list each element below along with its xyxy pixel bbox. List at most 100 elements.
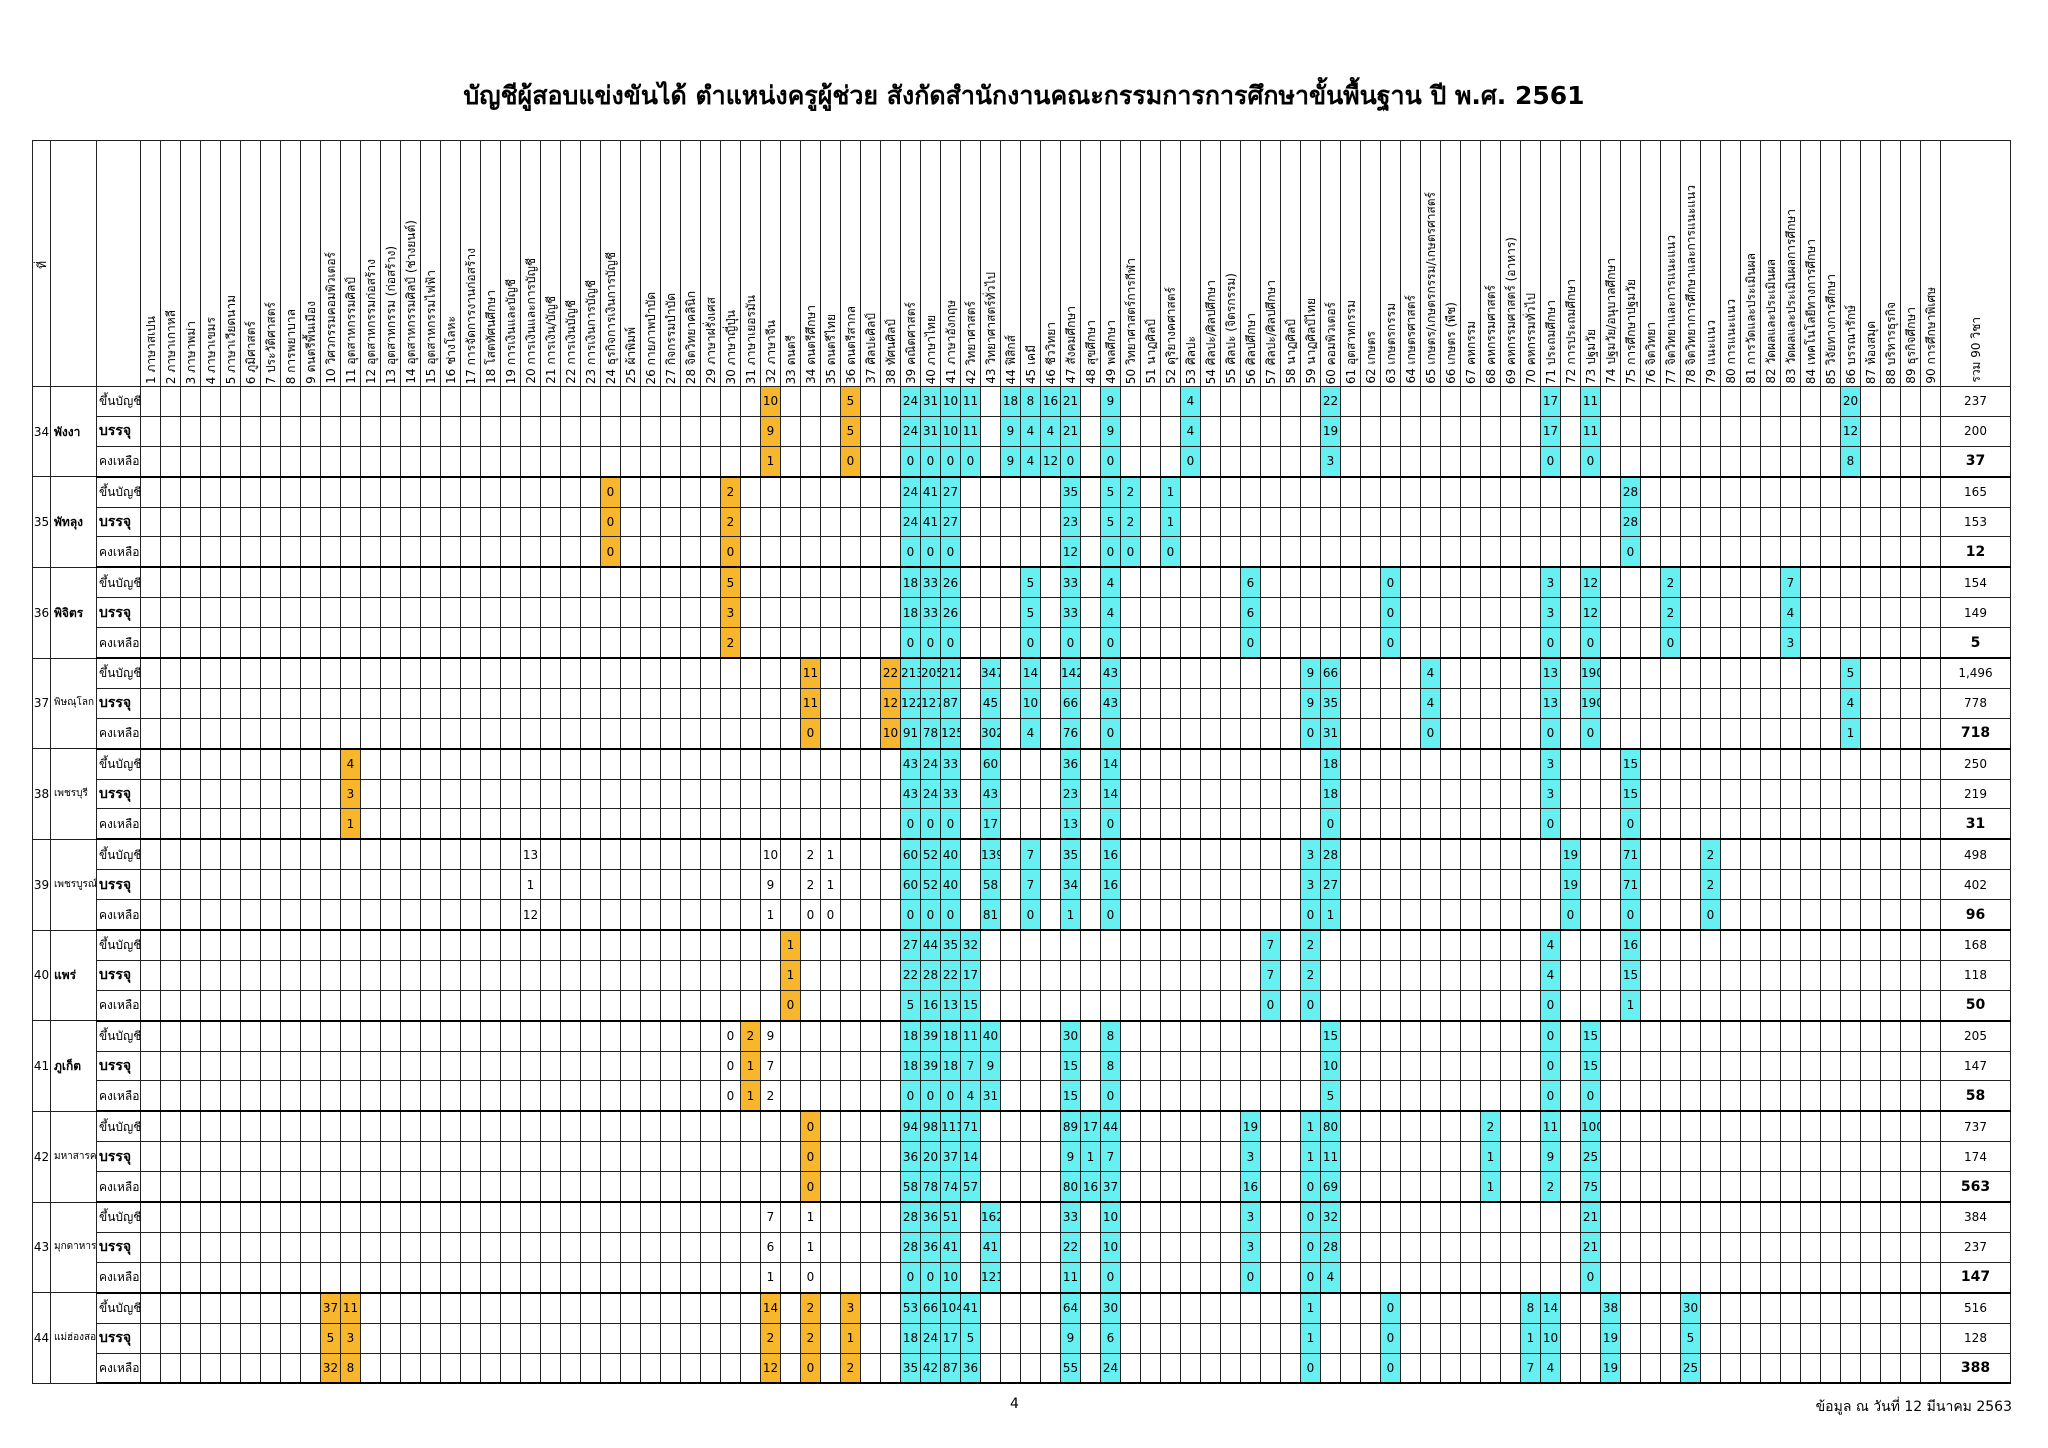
data-cell	[1740, 1201, 1761, 1233]
data-cell	[1720, 869, 1741, 901]
data-cell: 35	[1060, 476, 1081, 508]
data-cell	[880, 899, 901, 932]
data-cell	[1440, 1261, 1461, 1294]
data-cell	[220, 536, 241, 569]
data-cell	[1140, 566, 1161, 599]
data-cell	[800, 415, 821, 447]
subject-header: 27 กิจกรรมบำบัด	[660, 140, 681, 387]
data-cell	[760, 1171, 781, 1204]
data-cell: 17	[1540, 386, 1561, 417]
data-cell	[740, 959, 761, 991]
data-cell: 0	[900, 1080, 921, 1113]
data-cell	[1060, 929, 1081, 961]
data-cell	[1180, 959, 1201, 991]
data-cell	[1760, 536, 1781, 569]
data-cell	[1800, 566, 1821, 599]
data-cell	[400, 657, 421, 689]
data-cell	[240, 748, 261, 780]
data-cell	[1200, 627, 1221, 660]
subject-label: 87 ห้องสมุด	[1863, 320, 1878, 384]
data-cell	[660, 386, 681, 417]
data-cell: 33	[1060, 1201, 1081, 1233]
data-cell	[1740, 506, 1761, 538]
data-cell	[240, 566, 261, 599]
data-cell	[300, 869, 321, 901]
data-cell	[1020, 778, 1041, 810]
data-cell	[1080, 476, 1101, 508]
data-cell	[600, 959, 621, 991]
data-cell	[660, 1080, 681, 1113]
data-cell	[140, 386, 161, 417]
data-cell	[500, 959, 521, 991]
data-cell	[420, 1171, 441, 1204]
data-cell	[1440, 415, 1461, 447]
data-cell	[1360, 1261, 1381, 1294]
data-cell	[460, 386, 481, 417]
data-cell: 4	[1420, 687, 1441, 719]
data-cell: 28	[920, 959, 941, 991]
data-cell	[1600, 838, 1621, 871]
subject-header: 86 บรรณารักษ์	[1840, 140, 1861, 387]
data-cell	[1000, 959, 1021, 991]
data-cell	[160, 748, 181, 780]
data-cell	[780, 1322, 801, 1354]
data-cell: 1	[740, 1080, 761, 1113]
data-cell	[720, 717, 741, 750]
data-cell	[1700, 959, 1721, 991]
data-cell	[720, 657, 741, 689]
data-cell	[200, 597, 221, 629]
data-cell	[1240, 899, 1261, 932]
data-cell: 0	[900, 445, 921, 478]
data-cell	[260, 989, 281, 1022]
data-cell	[1640, 1110, 1661, 1143]
data-cell	[820, 506, 841, 538]
data-cell: 15	[1580, 1050, 1601, 1082]
data-cell	[1920, 415, 1941, 447]
data-cell	[480, 1201, 501, 1233]
data-cell	[840, 1231, 861, 1263]
data-cell	[1340, 1231, 1361, 1263]
data-cell	[1160, 1261, 1181, 1294]
data-cell: 5	[840, 386, 861, 417]
data-cell	[600, 929, 621, 961]
data-cell	[1840, 989, 1861, 1022]
data-cell	[1440, 838, 1461, 871]
data-cell: 125	[940, 717, 961, 750]
data-cell	[1920, 778, 1941, 810]
data-cell: 0	[920, 899, 941, 932]
data-cell	[1620, 1050, 1641, 1082]
data-cell	[1820, 1292, 1841, 1324]
data-cell	[1580, 748, 1601, 780]
data-cell	[1460, 1261, 1481, 1294]
data-cell	[1840, 1352, 1861, 1385]
data-cell	[840, 1201, 861, 1233]
data-cell	[780, 1292, 801, 1324]
data-cell	[1620, 1110, 1641, 1143]
data-cell	[1240, 415, 1261, 447]
data-cell	[1800, 869, 1821, 901]
subject-label: 78 จิตวิทยาการศึกษาและการแนะแนว	[1683, 184, 1698, 384]
data-cell	[140, 1292, 161, 1324]
data-cell: 94	[900, 1110, 921, 1143]
data-cell	[1220, 1080, 1241, 1113]
data-cell	[1440, 1322, 1461, 1354]
data-cell	[340, 386, 361, 417]
data-cell	[1560, 717, 1581, 750]
data-cell	[1880, 1110, 1901, 1143]
data-cell: 22	[1060, 1231, 1081, 1263]
table-row: 36 พิจิตร ขึ้นบัญชี 5 18 33 26 5 33 4 6 0 3 12 2 7 154	[32, 566, 2011, 659]
data-cell	[600, 838, 621, 871]
data-cell	[1520, 445, 1541, 478]
data-cell: 7	[760, 1201, 781, 1233]
data-cell	[1400, 899, 1421, 932]
data-cell	[1600, 687, 1621, 719]
data-cell	[1440, 566, 1461, 599]
province-name: พิจิตร	[50, 566, 97, 659]
data-cell: 0	[1100, 808, 1121, 841]
data-cell	[1580, 808, 1601, 841]
subject-header: 67 คหกรรม	[1460, 140, 1481, 387]
data-cell	[1140, 748, 1161, 780]
data-cell	[1200, 1020, 1221, 1052]
data-cell	[1700, 1322, 1721, 1354]
data-cell	[1820, 748, 1841, 780]
